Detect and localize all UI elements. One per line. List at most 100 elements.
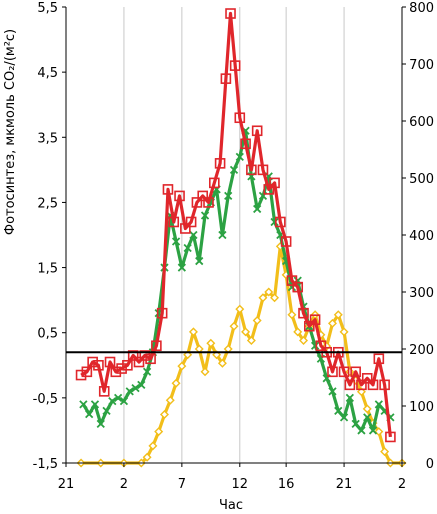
x-marker — [235, 152, 244, 161]
x-marker — [339, 413, 349, 422]
diamond-marker — [188, 327, 198, 337]
x-marker — [108, 396, 117, 406]
x-marker — [119, 396, 129, 406]
diamond-marker — [206, 338, 216, 348]
square-marker — [133, 356, 145, 368]
y-left-tick-label: -0,5 — [33, 392, 58, 407]
y-right-tick-label: 500 — [409, 172, 434, 187]
x-marker — [183, 243, 192, 253]
y-left-tick-label: 2,5 — [37, 196, 58, 211]
x-marker — [200, 211, 210, 220]
diamond-marker — [270, 293, 280, 303]
y-right-tick-label: 100 — [409, 400, 434, 415]
diamond-marker — [159, 410, 169, 420]
square-marker — [180, 223, 191, 234]
x-marker — [218, 230, 227, 240]
square-marker — [229, 60, 241, 71]
square-marker — [385, 431, 396, 443]
square-marker — [327, 366, 338, 378]
x-tick-label: 21 — [58, 477, 75, 492]
x-marker — [189, 230, 198, 240]
y-left-tick-label: 1,5 — [37, 262, 58, 277]
x-marker — [102, 406, 111, 416]
x-tick-label: 2 — [120, 477, 128, 492]
square-marker — [104, 356, 116, 368]
square-marker — [240, 138, 251, 150]
x-marker — [310, 341, 320, 350]
square-marker — [185, 216, 197, 228]
diamond-marker — [200, 367, 210, 377]
axes-layer — [62, 6, 406, 467]
x-marker — [229, 165, 239, 174]
diamond-marker — [148, 441, 158, 451]
x-marker — [171, 237, 181, 246]
x-marker — [85, 410, 94, 419]
square-marker — [156, 307, 168, 319]
grid-layer — [123, 7, 345, 463]
square-marker — [269, 177, 280, 189]
x-tick-label: 2 — [398, 477, 406, 492]
square-marker — [87, 356, 98, 368]
x-marker — [131, 383, 140, 393]
square-marker — [251, 125, 263, 137]
x-marker — [357, 426, 366, 435]
diamond-marker — [287, 310, 297, 320]
x-marker — [351, 419, 360, 429]
square-marker — [81, 366, 93, 378]
diamond-marker — [171, 378, 181, 388]
y-right-tick-label: 700 — [409, 58, 434, 73]
y-right-tick-label: 800 — [409, 1, 434, 16]
y-right-tick-label: 300 — [409, 286, 434, 301]
diamond-marker — [246, 335, 256, 345]
diamond-marker — [380, 447, 390, 457]
square-marker — [379, 379, 390, 391]
diamond-marker — [165, 395, 175, 405]
x-marker — [368, 426, 378, 435]
diamond-marker — [177, 361, 187, 371]
square-marker — [197, 190, 209, 202]
square-marker — [234, 112, 246, 124]
square-marker — [145, 353, 156, 365]
diamond-marker — [241, 327, 251, 337]
square-marker — [246, 164, 257, 176]
square-marker — [75, 369, 87, 381]
x-marker — [125, 387, 134, 396]
square-marker — [257, 164, 269, 176]
y-left-tick-label: 4,5 — [37, 66, 58, 81]
square-marker — [263, 184, 275, 195]
x-axis-title: Час — [219, 498, 243, 513]
square-marker — [315, 340, 327, 352]
x-marker — [137, 380, 146, 389]
square-marker — [168, 216, 180, 228]
y-right-tick-label: 0 — [426, 457, 434, 472]
square-marker — [344, 379, 356, 391]
diamond-marker — [154, 427, 164, 437]
square-marker — [350, 366, 361, 378]
square-marker — [220, 73, 232, 84]
square-marker — [127, 350, 139, 361]
x-marker — [328, 387, 337, 396]
x-marker — [79, 400, 88, 409]
square-marker — [139, 350, 151, 361]
y-left-tick-label: -1,5 — [33, 457, 58, 472]
diamond-marker — [327, 318, 337, 328]
square-marker — [373, 353, 385, 365]
square-marker — [93, 359, 104, 371]
x-marker — [177, 263, 186, 272]
square-marker — [356, 379, 367, 391]
square-marker — [110, 366, 122, 378]
y-left-tick-label: 0,5 — [37, 327, 58, 342]
x-tick-label: 7 — [178, 477, 186, 492]
square-marker — [174, 190, 185, 202]
x-marker — [142, 367, 152, 376]
y-left-tick-label: 3,5 — [37, 131, 58, 146]
labels-layer: 21 2 7 12 16 21 2 -1,5 -0,5 0,5 1,5 2,5 3,5 4,5 5,5 0 10… — [33, 1, 434, 492]
square-marker — [98, 386, 110, 397]
diamond-marker — [217, 358, 227, 368]
square-marker — [116, 363, 127, 374]
square-marker — [298, 307, 309, 319]
y-right-tick-label: 200 — [409, 343, 434, 358]
square-marker — [304, 320, 315, 332]
square-marker — [191, 197, 203, 208]
